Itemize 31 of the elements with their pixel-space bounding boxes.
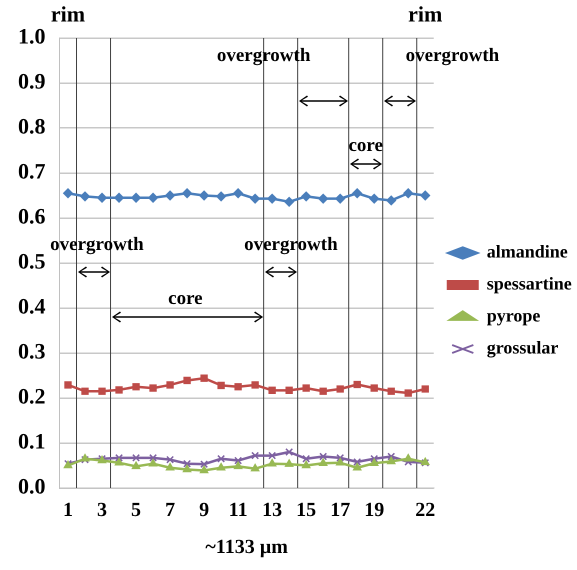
legend-label: almandine	[486, 242, 568, 262]
y-tick-label: 0.2	[18, 384, 46, 409]
x-tick-label: 15	[296, 499, 316, 522]
x-tick-label: 1	[63, 499, 74, 522]
y-tick-label: 0.4	[18, 294, 46, 319]
x-tick-label: 17	[330, 499, 350, 522]
annotation: core	[168, 288, 203, 309]
x-tick-label: 3	[97, 499, 108, 522]
y-tick-label: 0.3	[18, 338, 46, 364]
y-tick-label: 0.9	[18, 68, 46, 94]
x-tick-label: 22	[415, 499, 436, 522]
y-tick-label: 0.7	[18, 158, 46, 184]
annotation: core	[348, 134, 383, 156]
y-tick-label: 1.0	[18, 24, 46, 49]
legend-label: pyrope	[486, 306, 540, 326]
x-tick-label: 11	[228, 499, 248, 522]
x-tick-label: 19	[364, 499, 384, 522]
text: rim	[50, 2, 86, 27]
y-tick-label: 0.8	[18, 114, 46, 139]
text: rim	[408, 2, 442, 27]
y-tick-label: 0.1	[18, 428, 46, 454]
y-tick-label: 0.0	[18, 474, 46, 499]
y-tick-label: 0.5	[18, 248, 46, 274]
legend-label: grossular	[486, 338, 558, 358]
y-tick-label: 0.6	[18, 204, 46, 229]
x-axis-title: ~1133 µm	[205, 536, 288, 558]
legend-label: spessartine	[486, 274, 572, 294]
x-tick-label: 7	[165, 499, 176, 522]
x-tick-label: 9	[199, 499, 210, 522]
x-tick-label: 13	[262, 499, 282, 522]
x-tick-label: 5	[131, 499, 142, 522]
